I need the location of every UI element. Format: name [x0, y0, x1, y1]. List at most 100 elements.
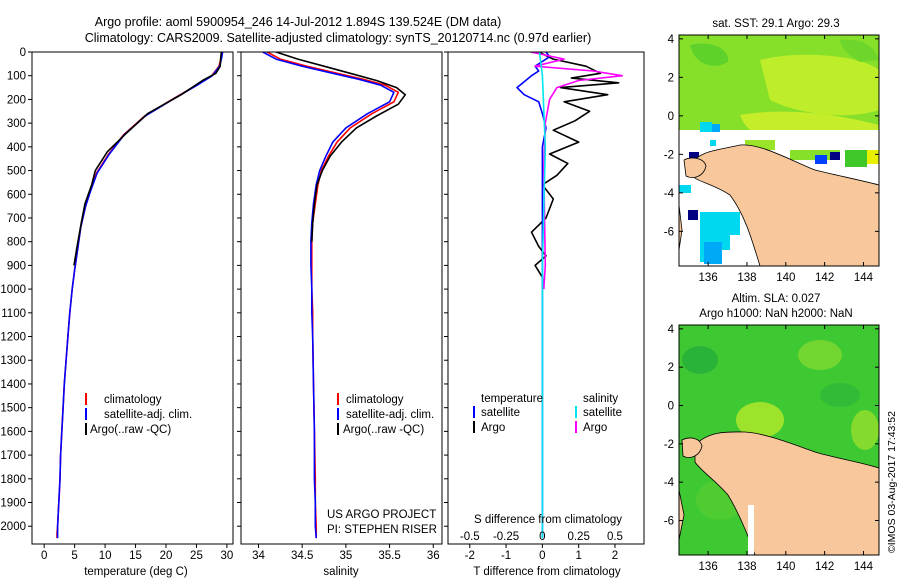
- sst-cell: [867, 150, 879, 164]
- sst-cell: [679, 185, 691, 193]
- temperature-x-tick-label: 5: [71, 550, 77, 562]
- depth-tick-label: 1400: [0, 379, 26, 391]
- depth-tick-label: 1900: [0, 498, 26, 510]
- sst-cool-patch: [690, 43, 729, 66]
- difference-s-tick-label: -0.5: [460, 531, 480, 543]
- sst-map-panel: sat. SST: 29.1 Argo: 29.3: [664, 18, 880, 284]
- depth-tick-label: 1500: [0, 403, 26, 415]
- project-annotation: US ARGO PROJECT: [327, 509, 436, 521]
- map-lon-tick-label: 142: [815, 561, 834, 573]
- salinity-climatology-line: [266, 52, 400, 539]
- sst-cell: [689, 152, 699, 161]
- difference-s-tick-label: -0.25: [493, 531, 519, 543]
- map-lon-tick-label: 140: [776, 561, 795, 573]
- map-lat-tick-label: -2: [664, 149, 674, 161]
- pi-annotation: PI: STEPHEN RISER: [327, 524, 437, 536]
- sla-missing-data: [748, 505, 754, 555]
- map-lon-tick-label: 136: [699, 272, 718, 284]
- depth-tick-label: 100: [7, 71, 26, 83]
- depth-tick-label: 1100: [1, 308, 26, 320]
- legend-heading-salinity: salinity: [583, 393, 618, 405]
- map-lat-tick-label: -6: [664, 226, 674, 238]
- map-lat-tick-label: -2: [664, 439, 674, 451]
- sst-cell: [845, 150, 867, 167]
- depth-tick-label: 1000: [0, 284, 26, 296]
- depth-tick-label: 0: [20, 47, 26, 59]
- sla-high-patch: [851, 410, 879, 450]
- salinity-plot-frame: [240, 51, 443, 545]
- map-lon-tick-label: 144: [854, 561, 874, 573]
- sst-cell: [704, 242, 722, 264]
- temperature-x-label: temperature (deg C): [84, 566, 188, 578]
- temperature-plot-frame: [31, 51, 234, 545]
- salinity-legend: climatology satellite-adj. clim. Argo(..…: [337, 393, 434, 436]
- map-lat-tick-label: 4: [668, 34, 675, 46]
- depth-tick-label: 800: [7, 237, 26, 249]
- depth-tick-label: 200: [7, 94, 26, 106]
- sst-cell: [712, 124, 720, 132]
- figure-title-line-1: Argo profile: aoml 5900954_246 14-Jul-20…: [95, 15, 502, 29]
- sst-cell: [688, 210, 698, 220]
- depth-tick-label: 1300: [0, 355, 26, 367]
- sst-land: [679, 204, 683, 251]
- sla-land: [681, 437, 703, 458]
- depth-tick-label: 900: [7, 260, 26, 272]
- temperature-x-tick-label: 0: [41, 550, 47, 562]
- salinity-x-tick-label: 36: [427, 550, 440, 562]
- sst-map-frame: [678, 34, 880, 267]
- difference-s-tick-label: 0: [539, 531, 545, 543]
- sst-warm-patch: [760, 54, 879, 116]
- legend-label-climatology: climatology: [346, 394, 404, 406]
- legend-label-sal-argo: Argo: [583, 422, 607, 434]
- sst-cell: [745, 140, 775, 150]
- temperature-x-tick-label: 10: [99, 550, 112, 562]
- sst-land: [683, 157, 707, 178]
- sst-map-title: sat. SST: 29.1 Argo: 29.3: [712, 18, 839, 30]
- depth-tick-label: 1200: [0, 332, 26, 344]
- sst-cool-patch: [840, 39, 879, 62]
- map-lon-tick-label: 142: [815, 272, 834, 284]
- temperature-x-tick-label: 15: [129, 550, 142, 562]
- salinity-x-tick-label: 35.5: [378, 550, 400, 562]
- sla-map-subtitle: Argo h1000: NaN h2000: NaN: [699, 308, 852, 320]
- map-lat-tick-label: -4: [664, 188, 675, 200]
- map-lon-tick-label: 136: [699, 561, 718, 573]
- legend-label-satellite: satellite-adj. clim.: [104, 409, 192, 421]
- salinity-x-tick-label: 34.5: [291, 550, 313, 562]
- difference-s-tick-label: 0.25: [567, 531, 589, 543]
- difference-sal-satellite-line: [538, 52, 547, 539]
- sla-map-panel: Altim. SLA: 0.027 Argo h1000: NaN h2000:…: [664, 293, 880, 573]
- legend-label-climatology: climatology: [104, 394, 162, 406]
- salinity-panel: 34 34.5 35 35.5 36 salinity climatology sate…: [237, 51, 443, 578]
- t-difference-label: T difference from climatology: [473, 566, 620, 578]
- sla-low-patch: [820, 383, 860, 407]
- legend-label-temp-satellite: satellite: [481, 407, 520, 419]
- temperature-x-tick-label: 30: [221, 550, 234, 562]
- imos-credit: ©IMOS 03-Aug-2017 17:43:52: [886, 411, 898, 553]
- map-lat-tick-label: -6: [664, 516, 674, 528]
- sla-high-patch: [798, 340, 842, 370]
- temperature-argo-line: [73, 52, 223, 266]
- map-lon-tick-label: 138: [737, 272, 756, 284]
- sla-land: [694, 431, 879, 555]
- sla-land: [679, 489, 685, 541]
- depth-tick-label: 600: [7, 189, 26, 201]
- salinity-satellite-line: [262, 52, 395, 539]
- sst-cell: [815, 155, 827, 164]
- temperature-x-tick-label: 20: [160, 550, 173, 562]
- difference-t-tick-label: -1: [501, 550, 511, 562]
- map-lon-tick-label: 140: [776, 272, 795, 284]
- sst-cell: [830, 152, 840, 160]
- legend-label-temp-argo: Argo: [481, 422, 505, 434]
- difference-legend: temperature salinity satellite Argo sate…: [473, 393, 622, 434]
- difference-t-tick-label: 0: [539, 550, 545, 562]
- s-difference-label: S difference from climatology: [474, 514, 622, 526]
- salinity-x-tick-label: 34: [252, 550, 265, 562]
- figure-title-line-2: Climatology: CARS2009. Satellite-adjuste…: [85, 31, 592, 45]
- legend-label-sal-satellite: satellite: [583, 407, 622, 419]
- legend-label-argo: Argo(..raw -QC): [343, 424, 424, 436]
- depth-tick-label: 1600: [0, 426, 26, 438]
- difference-t-tick-label: -2: [465, 550, 475, 562]
- salinity-x-tick-label: 35: [339, 550, 352, 562]
